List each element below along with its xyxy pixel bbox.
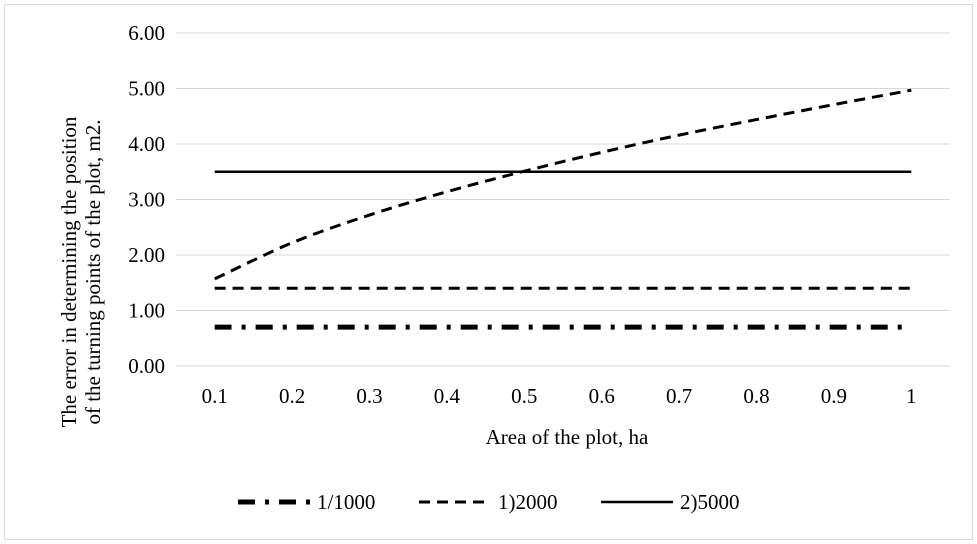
- y-tick-label: 3.00: [128, 188, 165, 212]
- x-tick-label: 0.4: [434, 384, 461, 408]
- legend-label-1: 1)2000: [498, 490, 558, 514]
- legend: 1/1000 1)2000 2)5000: [238, 490, 740, 514]
- x-tick-label: 1: [906, 384, 917, 408]
- y-tick-label: 2.00: [128, 243, 165, 267]
- y-tick-label: 5.00: [128, 77, 165, 101]
- y-tick-label: 6.00: [128, 21, 165, 45]
- series-lines: [214, 88, 912, 330]
- y-tick-label: 4.00: [128, 132, 165, 156]
- x-tick-label: 0.6: [589, 384, 615, 408]
- x-tick-label: 0.1: [202, 384, 228, 408]
- y-axis-title-line-2: of the turning points of the plot, m2.: [81, 119, 105, 424]
- x-tick-label: 0.3: [356, 384, 382, 408]
- legend-label-2: 2)5000: [680, 490, 740, 514]
- y-tick-label: 1.00: [128, 299, 165, 323]
- x-tick-label: 0.7: [666, 384, 692, 408]
- y-axis-title-line-1: The error in determining the position: [57, 116, 81, 427]
- y-tick-label: 0.00: [128, 354, 165, 378]
- x-tick-label: 0.9: [821, 384, 847, 408]
- x-tick-label: 0.2: [279, 384, 305, 408]
- legend-label-0: 1/1000: [317, 490, 375, 514]
- x-tick-label: 0.8: [743, 384, 769, 408]
- x-axis-title: Area of the plot, ha: [486, 425, 649, 449]
- y-axis-tick-labels: 0.00 1.00 2.00 3.00 4.00 5.00 6.00: [128, 21, 165, 378]
- x-tick-label: 0.5: [511, 384, 537, 408]
- series-line-1-2000-1: [214, 88, 912, 281]
- gridlines: [176, 32, 950, 367]
- x-axis-tick-labels: 0.1 0.2 0.3 0.4 0.5 0.6 0.7 0.8 0.9 1: [202, 384, 917, 408]
- chart-area: [4, 4, 973, 540]
